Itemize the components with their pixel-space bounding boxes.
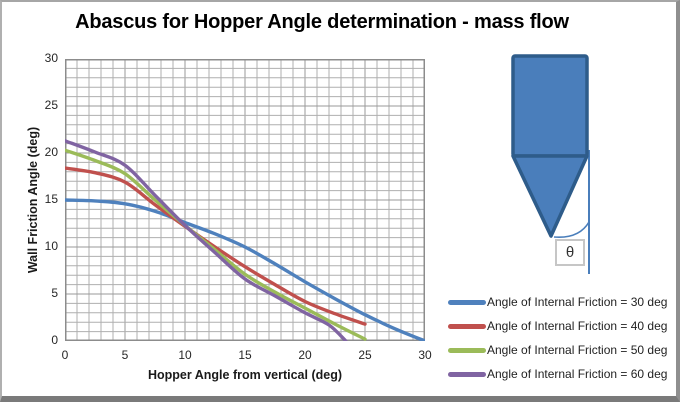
series-line <box>65 148 367 341</box>
theta-angle-label: θ <box>555 239 585 266</box>
plot-area <box>65 59 425 341</box>
x-axis-title: Hopper Angle from vertical (deg) <box>147 368 342 382</box>
series-line <box>65 139 348 341</box>
legend-item-label: Angle of Internal Friction = 30 deg <box>487 295 668 309</box>
hopper-cone <box>511 154 589 238</box>
legend-item: Angle of Internal Friction = 30 deg <box>448 294 676 310</box>
legend-item: Angle of Internal Friction = 60 deg <box>448 366 676 382</box>
y-tick-label: 25 <box>44 98 58 112</box>
x-tick-label: 25 <box>358 348 372 362</box>
legend-line-sample <box>448 371 486 377</box>
legend-item-label: Angle of Internal Friction = 60 deg <box>487 367 668 381</box>
legend-line-sample <box>448 323 486 329</box>
y-tick-label: 0 <box>51 333 58 347</box>
legend-item: Angle of Internal Friction = 50 deg <box>448 342 676 358</box>
legend-line-sample <box>448 299 486 305</box>
legend-item-label: Angle of Internal Friction = 50 deg <box>487 343 668 357</box>
series-line <box>65 198 425 341</box>
x-tick-label: 30 <box>418 348 432 362</box>
y-tick-label: 5 <box>51 286 58 300</box>
chart-title: Abascus for Hopper Angle determination -… <box>75 11 569 33</box>
legend-item: Angle of Internal Friction = 40 deg <box>448 318 676 334</box>
hopper-diagram <box>511 54 590 274</box>
y-tick-label: 20 <box>44 145 58 159</box>
y-tick-label: 30 <box>44 51 58 65</box>
legend-item-label: Angle of Internal Friction = 40 deg <box>487 319 668 333</box>
legend: Angle of Internal Friction = 30 deg Angle… <box>448 294 676 390</box>
y-tick-label: 15 <box>44 192 58 206</box>
x-tick-label: 10 <box>178 348 192 362</box>
x-tick-label: 15 <box>238 348 252 362</box>
angle-arc <box>553 221 590 239</box>
hopper-body-rect <box>511 54 589 158</box>
x-tick-label: 20 <box>298 348 312 362</box>
y-tick-label: 10 <box>44 239 58 253</box>
legend-line-sample <box>448 347 486 353</box>
x-tick-label: 5 <box>121 348 129 362</box>
series-line <box>65 166 367 326</box>
x-tick-label: 0 <box>61 348 69 362</box>
